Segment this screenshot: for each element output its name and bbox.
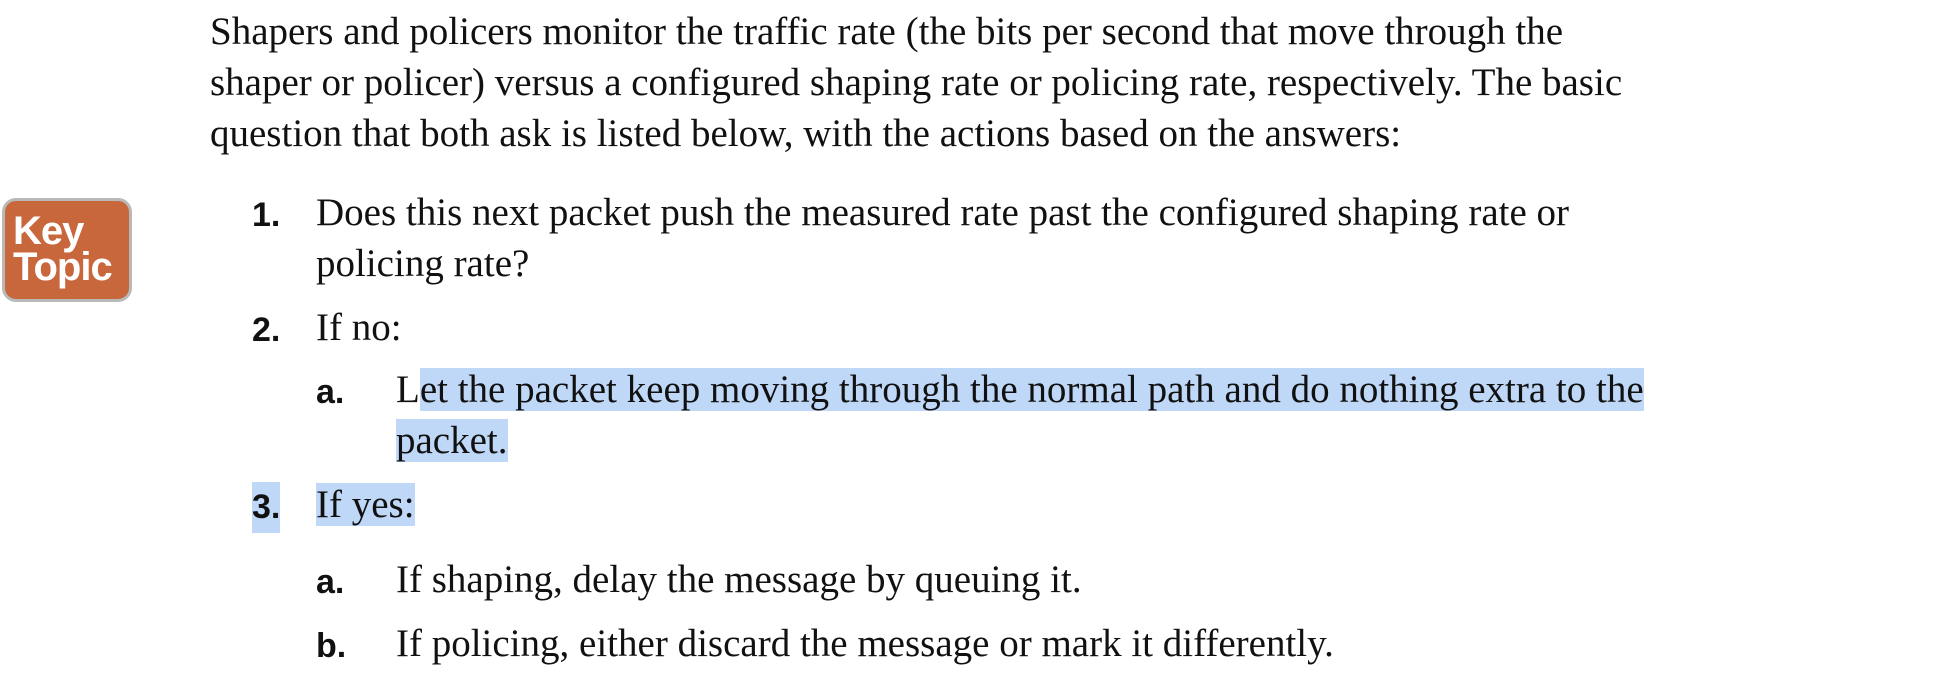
list-number-1: 1. [252,196,281,234]
list-item-1: Does this next packet push the measured … [316,187,1916,289]
list-number-2: 2. [252,311,281,349]
sub-item-3a-text: If shaping, delay the message by queuing… [396,558,1082,601]
sub-item-2a: Let the packet keep moving through the n… [396,364,1936,466]
sub-item-2a-letter: a. [316,373,345,411]
sub-item-3b-letter: b. [316,627,347,665]
intro-line-2: shaper or policer) versus a configured s… [210,61,1623,104]
list-item-3: If yes: [316,479,415,530]
list-item-2: If no: [316,302,402,353]
key-topic-line-1: Key [13,209,84,253]
intro-line-1: Shapers and policers monitor the traffic… [210,10,1564,53]
intro-paragraph: Shapers and policers monitor the traffic… [210,6,1930,159]
list-item-2-text: If no: [316,306,402,349]
sub-item-3b-text: If policing, either discard the message … [396,622,1334,665]
list-item-1-line-1: Does this next packet push the measured … [316,191,1570,234]
list-item-3-text: If yes: [316,483,415,526]
sub-item-3a-letter: a. [316,563,345,601]
sub-item-2a-line-1-highlight: et the packet keep moving through the no… [419,368,1644,411]
intro-line-3: question that both ask is listed below, … [210,112,1402,155]
sub-item-2a-line-2-highlight: packet. [396,419,508,462]
sub-item-3a: If shaping, delay the message by queuing… [396,554,1082,605]
sub-item-2a-first-letter: L [396,368,420,411]
key-topic-line-2: Topic [13,245,113,289]
sub-item-3b: If policing, either discard the message … [396,618,1334,669]
list-number-3: 3. [252,482,281,533]
key-topic-badge: Key Topic [2,198,132,302]
list-item-1-line-2: policing rate? [316,242,530,285]
